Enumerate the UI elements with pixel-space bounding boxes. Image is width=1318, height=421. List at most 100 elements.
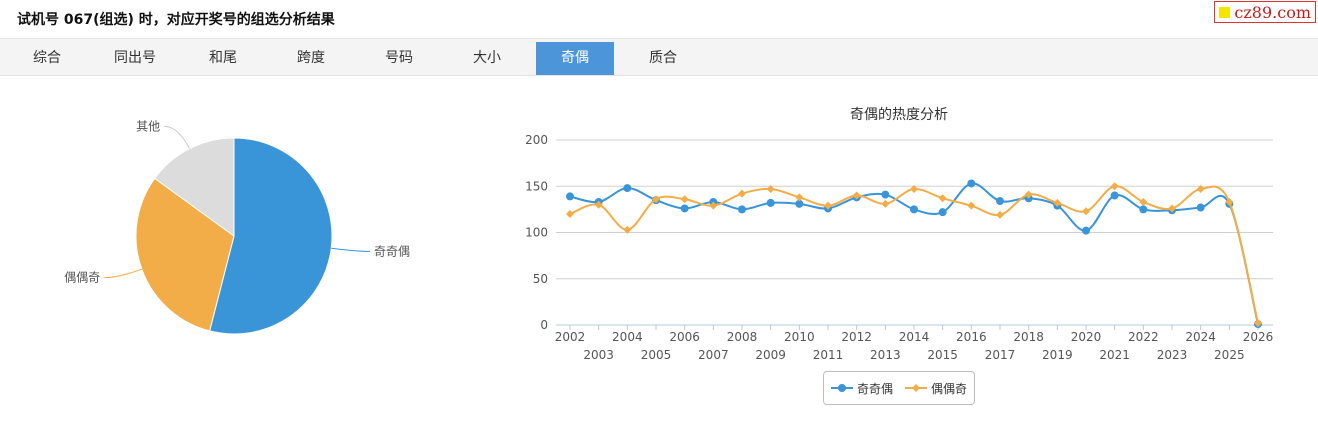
series-1-point-2016[interactable]: [967, 179, 976, 188]
series-2-point-2021[interactable]: [1110, 182, 1119, 191]
series-2-point-2013[interactable]: [881, 199, 890, 208]
y-tick-label: 0: [540, 318, 548, 332]
series-2-point-2016[interactable]: [967, 201, 976, 210]
x-tick-label: 2022: [1128, 330, 1159, 344]
legend-marker-diamond-icon: [905, 384, 927, 392]
series-2-point-2008[interactable]: [738, 189, 746, 198]
series-1-point-2020[interactable]: [1082, 226, 1090, 235]
series-line-1: [569, 182, 1259, 325]
x-tick-label: 2008: [727, 330, 758, 344]
x-tick-label: 2017: [985, 348, 1016, 362]
series-1-point-2013[interactable]: [881, 190, 890, 199]
series-2-point-2005[interactable]: [652, 195, 660, 204]
y-tick-label: 200: [525, 133, 548, 147]
x-tick-label: 2004: [612, 330, 643, 344]
series-2-point-2022[interactable]: [1139, 197, 1148, 206]
series-1-point-2008[interactable]: [738, 205, 746, 214]
x-tick-label: 2025: [1214, 348, 1245, 362]
pie-label-connector-0: [331, 247, 371, 252]
series-2-point-2026[interactable]: [1254, 319, 1262, 328]
x-tick-label: 2006: [669, 330, 700, 344]
x-tick-label: 2018: [1013, 330, 1044, 344]
x-tick-label: 2013: [870, 348, 901, 362]
series-1-point-2015[interactable]: [938, 208, 947, 217]
x-tick-label: 2014: [899, 330, 930, 344]
legend-item-series-2[interactable]: 偶偶奇: [905, 380, 967, 397]
x-tick-label: 2020: [1071, 330, 1102, 344]
series-2-point-2007[interactable]: [709, 201, 718, 210]
tab-bar: 综合 同出号 和尾 跨度 号码 大小 奇偶 质合: [0, 39, 1318, 76]
series-2-point-2003[interactable]: [594, 200, 603, 209]
line-chart: 奇偶的热度分析 0 50 100 150 200 2002 2003 2004 2005 2006…: [525, 106, 1274, 362]
tab-sum-tail[interactable]: 和尾: [209, 50, 237, 66]
series-2-point-2015[interactable]: [938, 194, 947, 203]
series-2-point-2002[interactable]: [566, 210, 574, 218]
series-1-point-2006[interactable]: [680, 204, 689, 213]
page-header: 试机号 067(组选) 时，对应开奖号的组选分析结果 cz89.com: [0, 0, 1318, 39]
pie-label-2: 其他: [136, 119, 160, 133]
series-2-point-2014[interactable]: [910, 185, 918, 194]
series-2-point-2010[interactable]: [795, 193, 804, 202]
x-tick-label: 2016: [956, 330, 987, 344]
series-2-point-2006[interactable]: [680, 195, 689, 204]
series-2-point-2019[interactable]: [1053, 198, 1062, 207]
series-2-point-2025[interactable]: [1225, 197, 1234, 206]
series-2-point-2018[interactable]: [1024, 190, 1033, 199]
tab-prime-composite[interactable]: 质合: [649, 50, 677, 66]
pie-label-1: 偶偶奇: [64, 271, 100, 285]
y-tick-label: 50: [533, 272, 548, 286]
pie-slice-0[interactable]: [209, 137, 333, 335]
series-1-point-2009[interactable]: [766, 198, 775, 207]
tab-same-number[interactable]: 同出号: [114, 50, 156, 66]
x-tick-label: 2023: [1157, 348, 1188, 362]
legend-item-series-1[interactable]: 奇奇偶: [830, 380, 893, 397]
tab-overview[interactable]: 综合: [33, 50, 61, 66]
series-1-point-2004[interactable]: [623, 184, 632, 193]
tab-odd-even[interactable]: 奇偶: [536, 42, 614, 75]
legend-marker-circle-icon: [830, 384, 853, 392]
x-tick-label: 2015: [927, 348, 958, 362]
x-tick-label: 2005: [641, 348, 672, 362]
series-2-point-2009[interactable]: [766, 185, 775, 194]
legend-label-series-1: 奇奇偶: [856, 381, 893, 396]
chart-legend: 奇奇偶 偶偶奇: [823, 371, 975, 405]
series-2-point-2012[interactable]: [852, 191, 861, 200]
series-2-point-2017[interactable]: [996, 210, 1004, 219]
series-1-point-2021[interactable]: [1110, 191, 1119, 200]
tab-number[interactable]: 号码: [385, 50, 413, 66]
series-1-point-2017[interactable]: [996, 197, 1004, 206]
tab-big-small[interactable]: 大小: [473, 50, 501, 66]
chart-title: 奇偶的热度分析: [850, 106, 948, 123]
series-1-point-2010[interactable]: [795, 199, 804, 208]
x-tick-label: 2012: [841, 330, 872, 344]
x-tick-label: 2003: [583, 348, 614, 362]
y-tick-label: 150: [525, 179, 548, 193]
logo-square-icon: [1219, 6, 1231, 18]
series-2-point-2023[interactable]: [1168, 204, 1176, 213]
series-2-point-2020[interactable]: [1082, 207, 1090, 216]
series-1-point-2002[interactable]: [566, 192, 574, 201]
x-tick-label: 2011: [813, 348, 844, 362]
pie-label-0: 奇奇偶: [374, 244, 410, 258]
series-1-point-2014[interactable]: [910, 205, 918, 214]
page-title: 试机号 067(组选) 时，对应开奖号的组选分析结果: [17, 12, 335, 28]
pie-label-connector-1: [104, 268, 142, 279]
series-2-point-2004[interactable]: [623, 225, 632, 234]
site-logo[interactable]: cz89.com: [1214, 1, 1316, 23]
series-1-point-2022[interactable]: [1139, 205, 1148, 214]
series-2-point-2011[interactable]: [824, 201, 832, 210]
series-2-point-2024[interactable]: [1196, 185, 1205, 194]
y-tick-label: 100: [525, 226, 548, 240]
x-tick-label: 2009: [755, 348, 786, 362]
pie-label-connector-2: [164, 125, 190, 149]
legend-label-series-2: 偶偶奇: [931, 381, 968, 396]
series-1-point-2024[interactable]: [1196, 203, 1205, 212]
tab-span[interactable]: 跨度: [297, 50, 325, 66]
x-tick-label: 2021: [1099, 348, 1130, 362]
x-tick-label: 2010: [784, 330, 815, 344]
x-tick-label: 2002: [555, 330, 586, 344]
x-tick-label: 2024: [1185, 330, 1216, 344]
x-tick-label: 2019: [1042, 348, 1073, 362]
x-tick-label: 2026: [1243, 330, 1274, 344]
